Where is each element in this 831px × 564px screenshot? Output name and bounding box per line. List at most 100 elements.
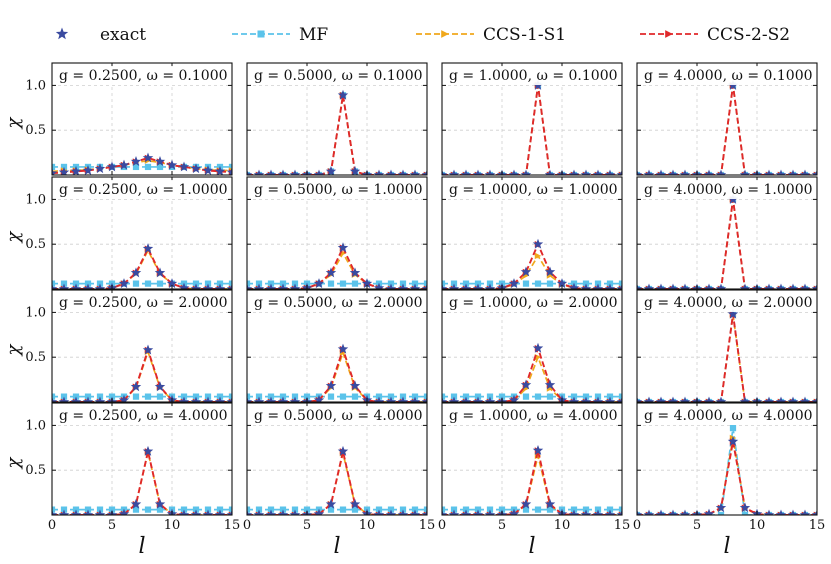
x-tick-label: 10: [749, 518, 766, 533]
point-exact: [703, 169, 715, 175]
panel-label-bg: [251, 406, 419, 425]
x-tick-label: 15: [224, 518, 241, 533]
point-exact: [448, 509, 460, 515]
point-exact: [94, 509, 106, 515]
x-tick-label: 0: [48, 518, 56, 533]
point-exact: [154, 267, 166, 278]
point-exact: [397, 509, 409, 515]
point-exact: [763, 283, 775, 289]
point-exact: [472, 283, 484, 289]
series-line-ccs2: [52, 346, 232, 402]
point-mf: [522, 280, 530, 287]
point-exact: [739, 169, 751, 175]
point-mf: [247, 506, 251, 513]
point-mf: [132, 280, 140, 287]
point-exact: [202, 283, 214, 289]
point-mf: [156, 506, 164, 513]
point-mf: [351, 506, 359, 513]
point-exact: [70, 165, 82, 175]
point-exact: [508, 169, 520, 175]
x-tick-label: 10: [554, 518, 571, 533]
point-exact: [667, 396, 679, 402]
panel-label: g = 4.0000, ω = 4.0000: [644, 408, 813, 424]
point-exact: [568, 169, 580, 175]
point-exact: [82, 165, 94, 175]
panel-3-0: g = 0.2500, ω = 4.0000 0.5 1.0 χ 0 5 10 15 l: [3, 402, 241, 559]
plot-area: [247, 343, 427, 402]
point-exact: [580, 396, 592, 402]
legend-entry-ccs2: CCS-2-S2: [640, 25, 790, 45]
point-exact: [190, 396, 202, 402]
point-exact: [373, 396, 385, 402]
series-exact: [247, 343, 427, 402]
point-exact: [178, 509, 190, 515]
point-exact: [715, 169, 727, 175]
panel-1-1: g = 0.5000, ω = 1.0000: [246, 176, 428, 290]
panel-label: g = 0.5000, ω = 4.0000: [254, 408, 423, 424]
point-exact: [568, 509, 580, 515]
point-exact: [667, 169, 679, 175]
point-exact: [118, 159, 130, 170]
point-exact: [58, 166, 70, 175]
point-mf: [156, 163, 164, 171]
plot-area: [247, 445, 427, 515]
panel-frame: [636, 62, 818, 176]
point-exact: [166, 278, 178, 289]
point-exact: [679, 283, 691, 289]
panel-frame: [441, 62, 623, 176]
point-exact: [142, 344, 154, 355]
x-tick-label: 15: [614, 518, 631, 533]
panel-label-bg: [446, 293, 614, 312]
point-exact: [484, 169, 496, 175]
point-exact: [313, 278, 325, 289]
panel-3-3: g = 4.0000, ω = 4.0000 0 5 10 15 l: [633, 402, 825, 559]
x-tick-label: 0: [633, 518, 641, 533]
point-exact: [799, 396, 811, 402]
point-mf: [717, 511, 725, 515]
point-exact: [679, 396, 691, 402]
plot-area: [52, 152, 232, 175]
point-exact: [277, 396, 289, 402]
series-ccs2: [247, 92, 427, 175]
point-exact: [52, 396, 58, 402]
point-mf: [339, 280, 347, 287]
y-tick-label: 0.5: [25, 123, 46, 138]
point-exact: [118, 394, 130, 402]
series-exact: [247, 242, 427, 289]
point-mf: [144, 163, 152, 171]
point-mf: [618, 393, 622, 400]
point-exact: [421, 283, 427, 289]
point-exact: [142, 152, 154, 163]
point-exact: [385, 396, 397, 402]
point-mf: [534, 506, 542, 513]
point-exact: [385, 509, 397, 515]
point-exact: [289, 396, 301, 402]
point-exact: [679, 509, 691, 515]
legend-entry-mf: MF: [232, 25, 328, 45]
point-mf: [144, 280, 152, 287]
point-exact: [325, 380, 337, 391]
x-axis-label: l: [138, 534, 145, 559]
point-exact: [130, 498, 142, 509]
point-mf: [247, 393, 251, 400]
point-exact: [811, 396, 817, 402]
point-exact: [130, 267, 142, 278]
panel-label-bg: [56, 406, 224, 425]
point-exact: [385, 169, 397, 175]
point-exact: [655, 509, 667, 515]
point-exact: [520, 498, 532, 509]
point-mf: [132, 506, 140, 513]
panel-frame: [636, 289, 818, 403]
point-mf: [423, 280, 427, 287]
point-exact: [202, 396, 214, 402]
series-line-ccs1: [442, 254, 622, 289]
point-exact: [484, 396, 496, 402]
legend-marker-exact: [55, 27, 69, 40]
point-exact: [247, 509, 253, 515]
point-exact: [637, 396, 643, 402]
panel-frame: [246, 62, 428, 176]
panel-grid: g = 0.2500, ω = 0.1000 0.5 1.0 χ g = 0.5000,…: [3, 62, 825, 559]
point-mf: [52, 393, 56, 400]
panel-0-0: g = 0.2500, ω = 0.1000 0.5 1.0 χ: [3, 62, 233, 176]
